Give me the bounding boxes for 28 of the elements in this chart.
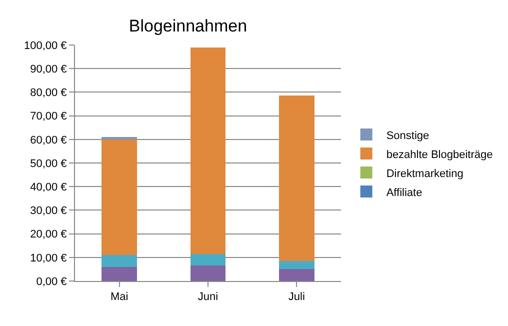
y-tick-label: 100,00 € xyxy=(24,40,67,52)
bar xyxy=(102,255,138,267)
bar xyxy=(278,260,314,270)
y-tick-label: 80,00 € xyxy=(30,87,67,100)
bar xyxy=(278,269,314,281)
legend-label: Direktmarketing xyxy=(386,168,464,180)
y-tick-label: 60,00 € xyxy=(30,134,67,146)
y-tick-label: 0,00 € xyxy=(36,276,67,288)
y-tick-label: 50,00 € xyxy=(30,158,67,170)
x-tick-label: Mai xyxy=(110,291,128,304)
y-tick-label: 40,00 € xyxy=(30,181,67,194)
y-tick-label: 70,00 € xyxy=(30,110,67,123)
y-tick-label: 10,00 € xyxy=(30,252,67,264)
bar xyxy=(102,139,138,256)
legend-label: Affiliate xyxy=(386,186,422,199)
bar xyxy=(102,266,138,281)
y-tick-label: 20,00 € xyxy=(30,228,67,241)
legend-label: Sonstige xyxy=(386,130,430,142)
bar xyxy=(190,254,226,266)
y-tick-label: 30,00 € xyxy=(30,205,67,218)
bar xyxy=(190,47,226,254)
y-tick-label: 90,00 € xyxy=(30,63,67,76)
x-tick-label: Juni xyxy=(198,291,218,304)
bar xyxy=(278,96,314,261)
chart-title: Blogeinnahmen xyxy=(128,16,248,36)
bar xyxy=(190,266,226,281)
legend-label: bezahlte Blogbeiträge xyxy=(386,148,493,161)
x-tick-label: Juli xyxy=(288,291,305,304)
